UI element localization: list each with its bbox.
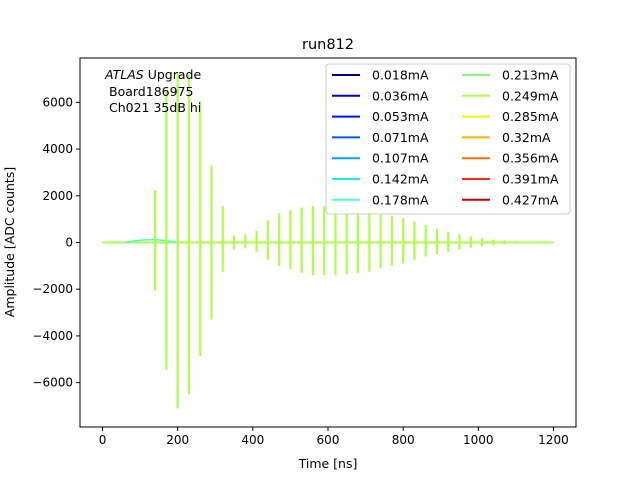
x-tick-label: 800 xyxy=(392,433,415,447)
legend-label: 0.285mA xyxy=(502,109,559,124)
annotation-experiment-name: ATLAS xyxy=(104,67,144,82)
y-tick-label: 6000 xyxy=(42,95,73,109)
plot-frame xyxy=(79,57,577,428)
annotation-board: Board186975 xyxy=(109,84,193,99)
legend-label: 0.071mA xyxy=(372,130,429,145)
x-axis-label: Time [ns] xyxy=(298,456,358,471)
early-bump-trace xyxy=(124,238,178,244)
y-tick-label: −4000 xyxy=(32,329,73,343)
legend-label: 0.053mA xyxy=(372,109,429,124)
x-tick-label: 600 xyxy=(317,433,340,447)
x-tick-label: 1000 xyxy=(463,433,494,447)
legend-label: 0.018mA xyxy=(372,68,429,83)
y-tick-label: 4000 xyxy=(42,142,73,156)
annotation-channel: Ch021 35dB hi xyxy=(109,100,201,115)
legend-label: 0.391mA xyxy=(502,172,559,187)
legend-label: 0.427mA xyxy=(502,192,559,207)
legend-label: 0.356mA xyxy=(502,151,559,166)
legend-label: 0.213mA xyxy=(502,68,559,83)
x-tick-label: 1200 xyxy=(538,433,569,447)
spike-layer xyxy=(154,72,529,409)
y-tick-label: −2000 xyxy=(32,282,73,296)
annotation-experiment: ATLAS Upgrade xyxy=(104,67,201,82)
legend-label: 0.249mA xyxy=(502,88,559,103)
y-axis: −6000 −4000 −2000 0 2000 4000 6000 xyxy=(32,95,80,390)
chart-title: run812 xyxy=(302,37,354,53)
y-axis-label: Amplitude [ADC counts] xyxy=(2,167,17,317)
y-tick-label: −6000 xyxy=(32,376,73,390)
plot-content xyxy=(102,72,554,409)
legend-label: 0.142mA xyxy=(372,172,429,187)
annotation-experiment-suffix: Upgrade xyxy=(144,67,202,82)
x-tick-label: 400 xyxy=(241,433,264,447)
x-tick-label: 0 xyxy=(99,433,107,447)
legend-label: 0.32mA xyxy=(502,130,551,145)
legend: 0.018mA 0.036mA 0.053mA 0.071mA 0.107mA 0.142… xyxy=(325,63,571,215)
x-tick-label: 200 xyxy=(166,433,189,447)
legend-label: 0.178mA xyxy=(372,192,429,207)
annotation-block: ATLAS Upgrade Board186975 Ch021 35dB hi xyxy=(104,67,201,115)
y-tick-label: 2000 xyxy=(42,189,73,203)
y-tick-label: 0 xyxy=(65,236,73,250)
legend-label: 0.107mA xyxy=(372,151,429,166)
x-axis: 0 200 400 600 800 1000 1200 xyxy=(99,427,569,447)
legend-frame xyxy=(325,63,571,215)
legend-label: 0.036mA xyxy=(372,88,429,103)
